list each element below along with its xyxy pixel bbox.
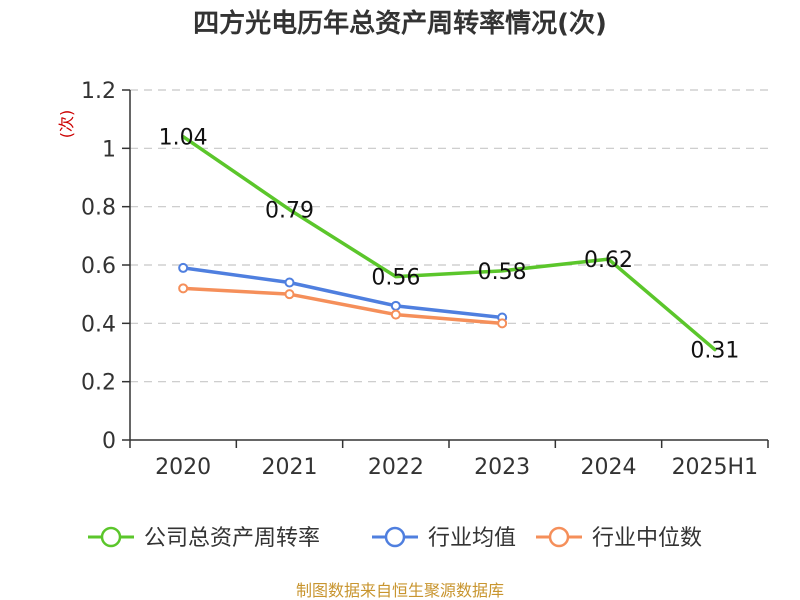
source-note: 制图数据来自恒生聚源数据库 <box>296 581 504 600</box>
series-point <box>284 289 295 300</box>
legend-marker <box>100 526 122 548</box>
legend-marker <box>548 526 570 548</box>
legend-label: 行业均值 <box>428 526 516 551</box>
y-axis-label: (次) <box>57 110 76 139</box>
data-label: 1.04 <box>159 126 208 151</box>
data-labels: 1.04 0.79 0.56 0.58 0.62 0.31 <box>159 126 740 364</box>
data-label: 0.62 <box>584 248 633 273</box>
y-tick-label: 0 <box>102 429 116 454</box>
data-label: 0.56 <box>371 266 420 291</box>
y-tick-label: 1 <box>102 137 116 162</box>
x-tick-label: 2023 <box>474 455 530 480</box>
x-tick-label: 2024 <box>581 455 637 480</box>
y-tick-label: 1.2 <box>81 79 116 104</box>
series-line <box>181 134 717 352</box>
series-point <box>390 309 401 320</box>
series-point <box>390 300 401 311</box>
series-line <box>181 266 504 320</box>
series-point <box>497 318 508 329</box>
x-tick-label: 2025H1 <box>672 455 759 480</box>
y-tick-label: 0.8 <box>81 196 116 221</box>
data-label: 0.58 <box>478 260 527 285</box>
axes: 0 0.2 0.4 0.6 0.8 1 1.2 2020 2021 2022 2023 2024 202… <box>81 79 769 480</box>
series-line <box>181 286 504 326</box>
legend-marker <box>384 526 406 548</box>
series-lines <box>178 134 717 352</box>
chart-title: 四方光电历年总资产周转率情况(次) <box>193 8 607 39</box>
legend-label: 行业中位数 <box>592 526 702 551</box>
legend: 公司总资产周转率 行业均值 行业中位数 <box>88 526 702 551</box>
series-point <box>178 283 189 294</box>
x-tick-label: 2021 <box>262 455 318 480</box>
x-tick-label: 2020 <box>155 455 211 480</box>
y-tick-label: 0.2 <box>81 371 116 396</box>
grid-lines <box>130 89 768 383</box>
series-point <box>284 277 295 288</box>
series-point <box>178 262 189 273</box>
legend-label: 公司总资产周转率 <box>144 526 320 551</box>
data-label: 0.31 <box>690 339 739 364</box>
data-label: 0.79 <box>265 199 314 224</box>
y-tick-label: 0.4 <box>81 312 116 337</box>
x-tick-label: 2022 <box>368 455 424 480</box>
y-tick-label: 0.6 <box>81 254 116 279</box>
